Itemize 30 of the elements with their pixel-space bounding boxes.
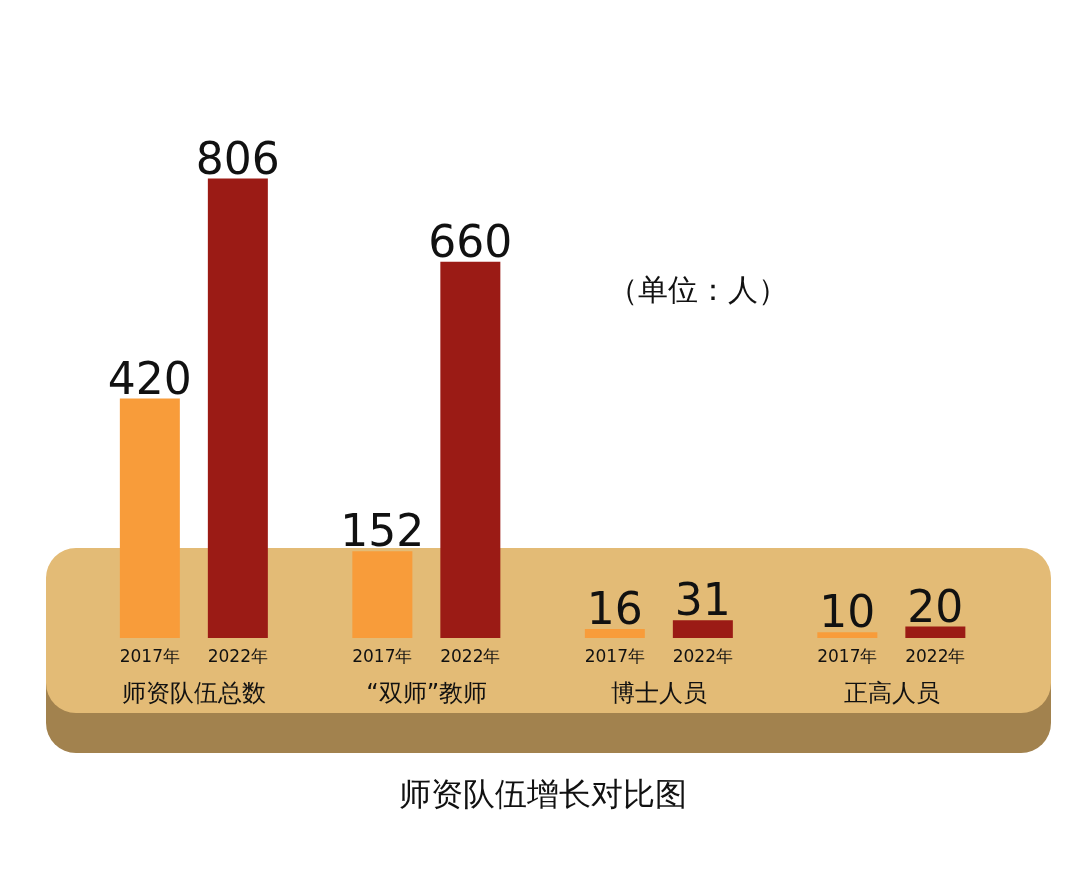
text: 师资队伍增长对比图: [398, 774, 688, 815]
data-label: 10: [819, 586, 876, 638]
data-label: 152: [340, 505, 425, 557]
bar: [672, 620, 733, 638]
data-label: 806: [195, 132, 280, 184]
x-tick-label: “双师”教师: [366, 679, 488, 707]
bar: [119, 398, 180, 638]
annotation: （单位：人）: [608, 271, 788, 309]
bar: [584, 628, 645, 638]
bar: [207, 178, 268, 638]
data-label: 20: [907, 580, 964, 632]
text: 2022年: [672, 646, 733, 666]
series-label: 2022年: [207, 646, 268, 666]
data-label: 16: [586, 582, 643, 634]
text: 2017年: [817, 646, 878, 666]
x-tick-label: 正高人员: [843, 679, 940, 707]
series-label: 2017年: [119, 646, 180, 666]
x-tick-label: 师资队伍总数: [122, 679, 267, 707]
data-label: 31: [674, 574, 731, 626]
text: 2017年: [352, 646, 413, 666]
bar: [352, 551, 413, 638]
bar: [440, 261, 501, 638]
text: 2022年: [440, 646, 501, 666]
bar: [905, 626, 966, 638]
text: 2017年: [584, 646, 645, 666]
text: 2022年: [905, 646, 966, 666]
x-tick-label: 博士人员: [611, 679, 708, 707]
data-label: 660: [428, 215, 513, 267]
data-label: 420: [107, 352, 192, 404]
bar: [817, 632, 878, 638]
